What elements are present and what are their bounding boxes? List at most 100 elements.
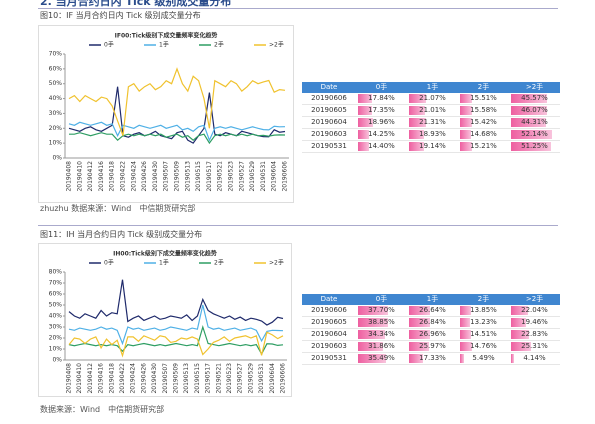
y-tick-label: 20% <box>49 335 63 342</box>
value-cell: 26.64% <box>407 305 458 316</box>
cell-text: 21.07% <box>419 94 446 102</box>
x-tick-label: 20190418 <box>109 161 116 192</box>
value-cell: 14.25% <box>356 129 407 140</box>
x-tick-label: 20190517 <box>205 363 212 394</box>
value-cell: 17.35% <box>356 105 407 116</box>
column-header: Date <box>320 83 338 91</box>
date-cell: 20190603 <box>311 130 347 138</box>
x-tick-label: 20190515 <box>194 363 201 394</box>
data-bar <box>460 106 473 115</box>
table-row: 20190603 14.25% 18.93% 14.68% 52.14% <box>302 129 560 141</box>
x-tick-label: 20190430 <box>152 161 159 192</box>
x-tick-label: 20190430 <box>151 363 158 394</box>
value-cell: 45.57% <box>509 93 560 104</box>
value-cell: 5.49% <box>458 353 509 364</box>
table: Date 0手 1手 2手 >2手 20190606 37.70% 26.64% 13.85% 2… <box>302 294 560 365</box>
date-cell: 20190604 <box>311 330 347 338</box>
date-cell: 20190604 <box>311 118 347 126</box>
cell-text: 25.31% <box>521 342 548 350</box>
cell-text: 45.57% <box>521 94 548 102</box>
table-row: 20190604 34.34% 26.96% 14.51% 22.83% <box>302 329 560 341</box>
data-bar <box>460 142 472 151</box>
cell-text: 19.14% <box>419 142 446 150</box>
table: Date 0手 1手 2手 >2手 20190606 17.84% 21.07% 15.51% 4… <box>302 82 560 153</box>
x-tick-label: 20190408 <box>66 161 73 192</box>
data-bar <box>358 106 372 115</box>
table-row: 20190606 17.84% 21.07% 15.51% 45.57% <box>302 93 560 105</box>
legend-label: 0手 <box>104 259 114 267</box>
column-header: 2手 <box>477 295 490 303</box>
data-bar <box>358 342 383 351</box>
data-bar <box>409 130 424 139</box>
y-tick-label: 80% <box>49 269 63 276</box>
cell-text: 4.14% <box>523 354 546 362</box>
data-bar <box>358 94 372 103</box>
cell-text: 15.58% <box>470 106 497 114</box>
cell-text: 51.25% <box>521 142 548 150</box>
x-tick-label: 20190513 <box>183 363 190 394</box>
data-bar <box>358 142 370 151</box>
value-cell: 15.58% <box>458 105 509 116</box>
cell-text: 19.46% <box>521 318 548 326</box>
value-cell: 13.23% <box>458 317 509 328</box>
data-bar <box>511 130 552 139</box>
y-tick-label: 0% <box>52 155 62 162</box>
value-cell: 19.46% <box>509 317 560 328</box>
data-bar <box>511 354 515 363</box>
value-cell: 15.21% <box>458 141 509 152</box>
caption: 图10：IF 当月合约日内 Tick 级别成交量分布 <box>40 11 201 20</box>
column-header: 0手 <box>375 295 388 303</box>
cell-text: 44.31% <box>521 118 548 126</box>
value-cell: 15.42% <box>458 117 509 128</box>
x-tick-label: 20190424 <box>130 161 137 192</box>
value-cell: 21.01% <box>407 105 458 116</box>
data-bar <box>460 318 471 327</box>
value-cell: 25.97% <box>407 341 458 352</box>
value-cell: 18.93% <box>407 129 458 140</box>
x-tick-label: 20190521 <box>217 161 224 192</box>
cell-text: 5.49% <box>472 354 495 362</box>
y-tick-label: 30% <box>49 110 63 117</box>
table-row: 20190605 17.35% 21.01% 15.58% 46.07% <box>302 105 560 117</box>
data-bar <box>511 306 529 315</box>
value-cell: 14.40% <box>356 141 407 152</box>
x-tick-label: 20190531 <box>260 161 267 192</box>
data-bar <box>409 118 426 127</box>
table-row: 20190604 18.96% 21.31% 15.42% 44.31% <box>302 117 560 129</box>
x-tick-label: 20190509 <box>174 161 181 192</box>
value-cell: 31.86% <box>356 341 407 352</box>
legend-label: 2手 <box>214 259 224 267</box>
value-cell: 17.33% <box>407 353 458 364</box>
legend-label: 1手 <box>159 259 169 267</box>
cell-text: 18.96% <box>368 118 395 126</box>
y-tick-label: 60% <box>49 65 63 72</box>
data-bar <box>460 354 465 363</box>
cell-text: 15.51% <box>470 94 497 102</box>
data-bar <box>460 306 471 315</box>
x-tick-label: 20190410 <box>76 363 83 394</box>
value-cell: 34.34% <box>356 329 407 340</box>
data-bar <box>409 354 423 363</box>
data-bar <box>409 342 430 351</box>
line-series <box>69 132 286 145</box>
value-cell: 37.70% <box>356 305 407 316</box>
source: zhuzhu 数据来源：Wind 中信期货研究部 <box>40 204 196 213</box>
x-tick-label: 20190507 <box>162 363 169 394</box>
cell-text: 21.31% <box>419 118 446 126</box>
data-bar <box>511 318 527 327</box>
rule <box>38 225 558 226</box>
value-cell: 4.14% <box>509 353 560 364</box>
x-tick-label: 20190426 <box>140 363 147 394</box>
value-cell: 22.83% <box>509 329 560 340</box>
x-tick-label: 20190604 <box>271 161 278 192</box>
cell-text: 14.76% <box>470 342 497 350</box>
legend-label: 2手 <box>214 41 224 49</box>
cell-text: 14.40% <box>368 142 395 150</box>
cell-text: 13.85% <box>470 306 497 314</box>
x-tick-label: 20190422 <box>119 363 126 394</box>
cell-text: 26.64% <box>419 306 446 314</box>
y-tick-label: 70% <box>49 280 63 287</box>
value-cell: 26.96% <box>407 329 458 340</box>
value-cell: 46.07% <box>509 105 560 116</box>
